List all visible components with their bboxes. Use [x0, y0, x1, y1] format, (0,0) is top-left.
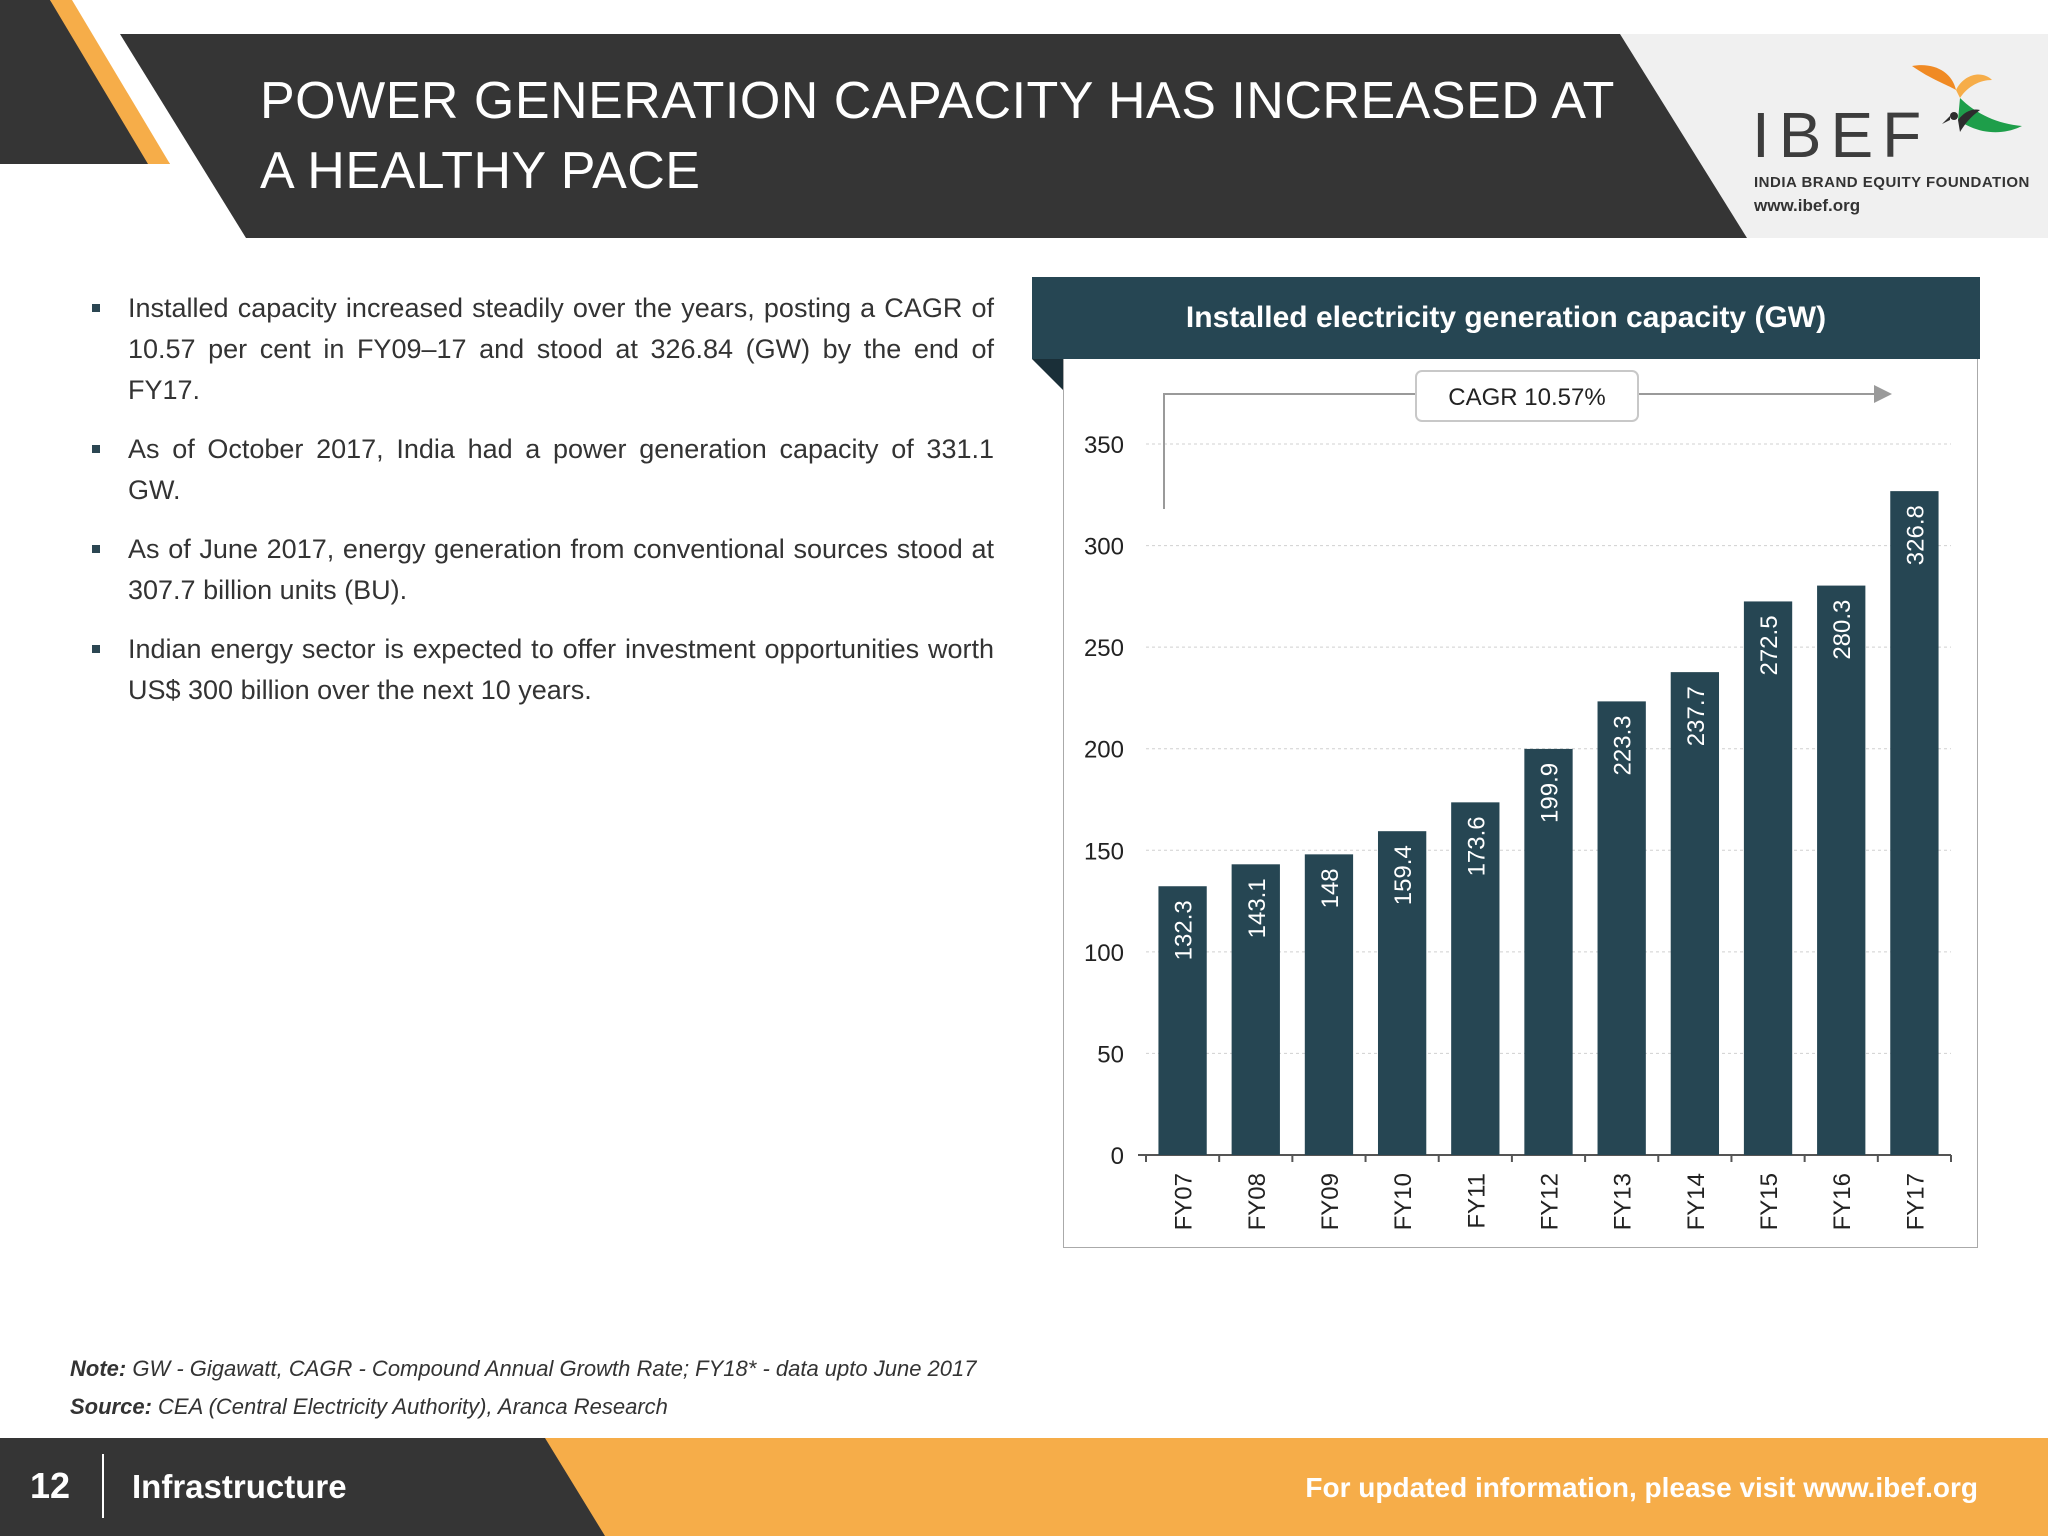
logo-wordmark: IBEF [1752, 99, 1931, 171]
bird-logo-icon [1912, 65, 2022, 133]
bar [1743, 601, 1793, 1155]
x-tick-label: FY14 [1683, 1173, 1710, 1230]
footer-divider [102, 1454, 104, 1518]
page-title: POWER GENERATION CAPACITY HAS INCREASED … [260, 72, 1614, 200]
bar [1597, 701, 1646, 1155]
bar-value-label: 237.7 [1683, 686, 1710, 746]
bullet-text: As of October 2017, India had a power ge… [128, 434, 994, 505]
chart-header-fold [1032, 359, 1064, 391]
footer-section-label: Infrastructure [132, 1468, 347, 1505]
bar [1231, 864, 1280, 1155]
bar [1304, 854, 1354, 1155]
footer-website-link[interactable]: For updated information, please visit ww… [1305, 1472, 1978, 1503]
bar-chart: 0 50 100 150 200 250 300 350 132.3 FY07 143.1 FY08 1… [1084, 370, 1952, 1230]
x-tick-label: FY07 [1171, 1173, 1198, 1230]
cagr-box [1415, 370, 1639, 422]
bullet-item: As of June 2017, energy generation from … [88, 529, 994, 611]
bullet-text: Installed capacity increased steadily ov… [128, 293, 994, 405]
bar [1158, 886, 1207, 1155]
x-tick-label: FY17 [1902, 1173, 1929, 1230]
bar-value-label: 159.4 [1390, 845, 1417, 905]
cagr-arrow-head-icon [1874, 385, 1892, 403]
y-tick-label: 200 [1084, 737, 1124, 764]
page-number: 12 [30, 1465, 71, 1506]
cagr-annotation: CAGR 10.57% [1448, 384, 1605, 411]
y-tick-label: 150 [1084, 838, 1124, 865]
x-tick-label: FY15 [1756, 1173, 1783, 1230]
bar [1817, 585, 1866, 1155]
bar-value-label: 280.3 [1829, 600, 1856, 660]
bullet-text: As of June 2017, energy generation from … [128, 534, 994, 605]
x-tick-label: FY12 [1537, 1173, 1564, 1230]
note-line: Note: GW - Gigawatt, CAGR - Compound Ann… [70, 1350, 977, 1388]
chart-title: Installed electricity generation capacit… [1032, 277, 1980, 359]
logo-subtitle: INDIA BRAND EQUITY FOUNDATION [1754, 174, 2030, 191]
y-tick-label: 50 [1097, 1041, 1124, 1068]
y-tick-label: 0 [1111, 1143, 1124, 1170]
header-banner [0, 0, 2048, 250]
bar [1890, 491, 1939, 1155]
bar-value-label: 223.3 [1610, 715, 1637, 775]
bar-value-label: 272.5 [1756, 615, 1783, 675]
x-tick-label: FY13 [1610, 1173, 1637, 1230]
bullet-list: Installed capacity increased steadily ov… [88, 288, 994, 729]
y-tick-label: 100 [1084, 940, 1124, 967]
cagr-arrow-line [1163, 393, 1882, 509]
bullet-item: Installed capacity increased steadily ov… [88, 288, 994, 411]
logo-url: www.ibef.org [1754, 196, 1861, 215]
bar [1377, 831, 1427, 1155]
bar-value-label: 326.8 [1902, 505, 1929, 565]
source-label: Source: [70, 1394, 152, 1419]
bar-value-label: 143.1 [1244, 878, 1271, 938]
bar-value-label: 199.9 [1537, 763, 1564, 823]
note-block: Note: GW - Gigawatt, CAGR - Compound Ann… [70, 1350, 977, 1426]
note-text: GW - Gigawatt, CAGR - Compound Annual Gr… [132, 1356, 977, 1381]
source-line: Source: CEA (Central Electricity Authori… [70, 1388, 977, 1426]
bullet-item: As of October 2017, India had a power ge… [88, 429, 994, 511]
x-tick-label: FY10 [1390, 1173, 1417, 1230]
bar [1451, 802, 1500, 1155]
bar-value-label: 132.3 [1171, 900, 1198, 960]
x-tick-label: FY11 [1463, 1173, 1490, 1229]
ibef-logo: IBEF INDIA BRAND EQUITY FOUNDATION www.i… [1748, 46, 2030, 226]
bullet-square-icon [92, 445, 100, 453]
bar-value-label: 173.6 [1463, 816, 1490, 876]
x-tick-label: FY09 [1317, 1173, 1344, 1230]
source-text: CEA (Central Electricity Authority), Ara… [158, 1394, 668, 1419]
bullet-square-icon [92, 645, 100, 653]
bullet-text: Indian energy sector is expected to offe… [128, 634, 994, 705]
y-tick-label: 300 [1084, 534, 1124, 561]
y-tick-label: 250 [1084, 635, 1124, 662]
x-tick-label: FY08 [1244, 1173, 1271, 1230]
bar-value-label: 148 [1317, 868, 1344, 908]
bullet-item: Indian energy sector is expected to offe… [88, 629, 994, 711]
note-label: Note: [70, 1356, 127, 1381]
x-tick-label: FY16 [1829, 1173, 1856, 1230]
footer-bar [0, 1438, 2048, 1536]
y-tick-label: 350 [1084, 432, 1124, 459]
chart-frame: 0 50 100 150 200 250 300 350 132.3 FY07 143.1 FY08 1… [1063, 359, 1978, 1248]
bar [1670, 672, 1720, 1155]
bullet-square-icon [92, 545, 100, 553]
bullet-square-icon [92, 304, 100, 312]
bar [1524, 748, 1573, 1155]
